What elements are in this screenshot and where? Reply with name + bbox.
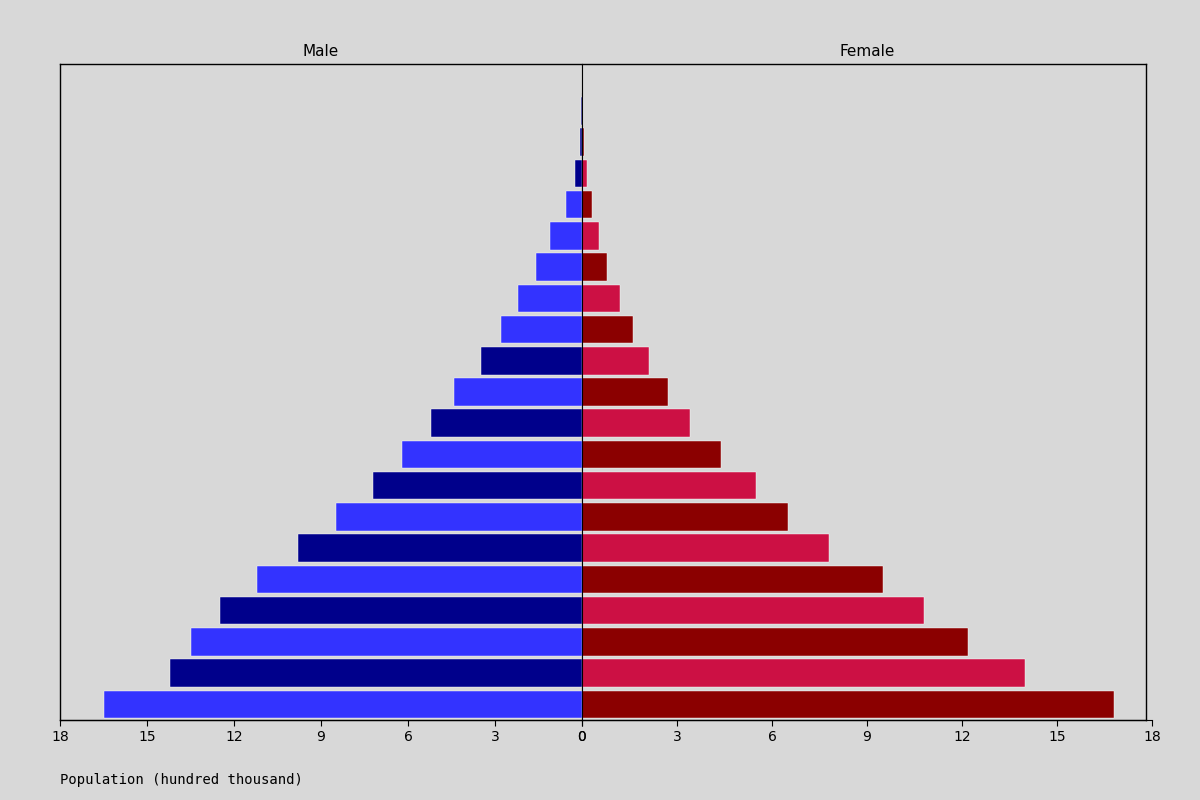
Bar — [170, 659, 582, 687]
Bar — [402, 441, 582, 468]
Bar — [500, 316, 582, 343]
Bar — [582, 503, 788, 530]
Bar — [431, 410, 582, 437]
Title: Female: Female — [839, 44, 895, 58]
Bar — [582, 191, 592, 218]
Bar — [582, 566, 883, 593]
Bar — [575, 159, 582, 187]
Bar — [582, 254, 607, 281]
Bar — [582, 347, 648, 374]
Bar — [103, 690, 582, 718]
Bar — [582, 659, 1025, 687]
Bar — [582, 597, 924, 625]
Bar — [191, 628, 582, 656]
Bar — [582, 222, 600, 250]
Bar — [373, 472, 582, 499]
Bar — [582, 316, 632, 343]
Bar — [582, 378, 667, 406]
Bar — [582, 410, 690, 437]
Bar — [582, 159, 587, 187]
Bar — [582, 472, 756, 499]
Bar — [455, 378, 582, 406]
Bar — [580, 128, 582, 156]
Bar — [566, 191, 582, 218]
Bar — [336, 503, 582, 530]
Bar — [298, 534, 582, 562]
Bar — [582, 628, 968, 656]
Bar — [518, 285, 582, 312]
Bar — [550, 222, 582, 250]
Bar — [257, 566, 582, 593]
Bar — [220, 597, 582, 625]
Bar — [582, 690, 1114, 718]
Bar — [582, 128, 583, 156]
Text: Population (hundred thousand): Population (hundred thousand) — [60, 773, 302, 787]
Bar — [582, 534, 829, 562]
Bar — [535, 254, 582, 281]
Bar — [480, 347, 582, 374]
Bar — [582, 285, 620, 312]
Title: Male: Male — [302, 44, 340, 58]
Bar — [582, 441, 721, 468]
